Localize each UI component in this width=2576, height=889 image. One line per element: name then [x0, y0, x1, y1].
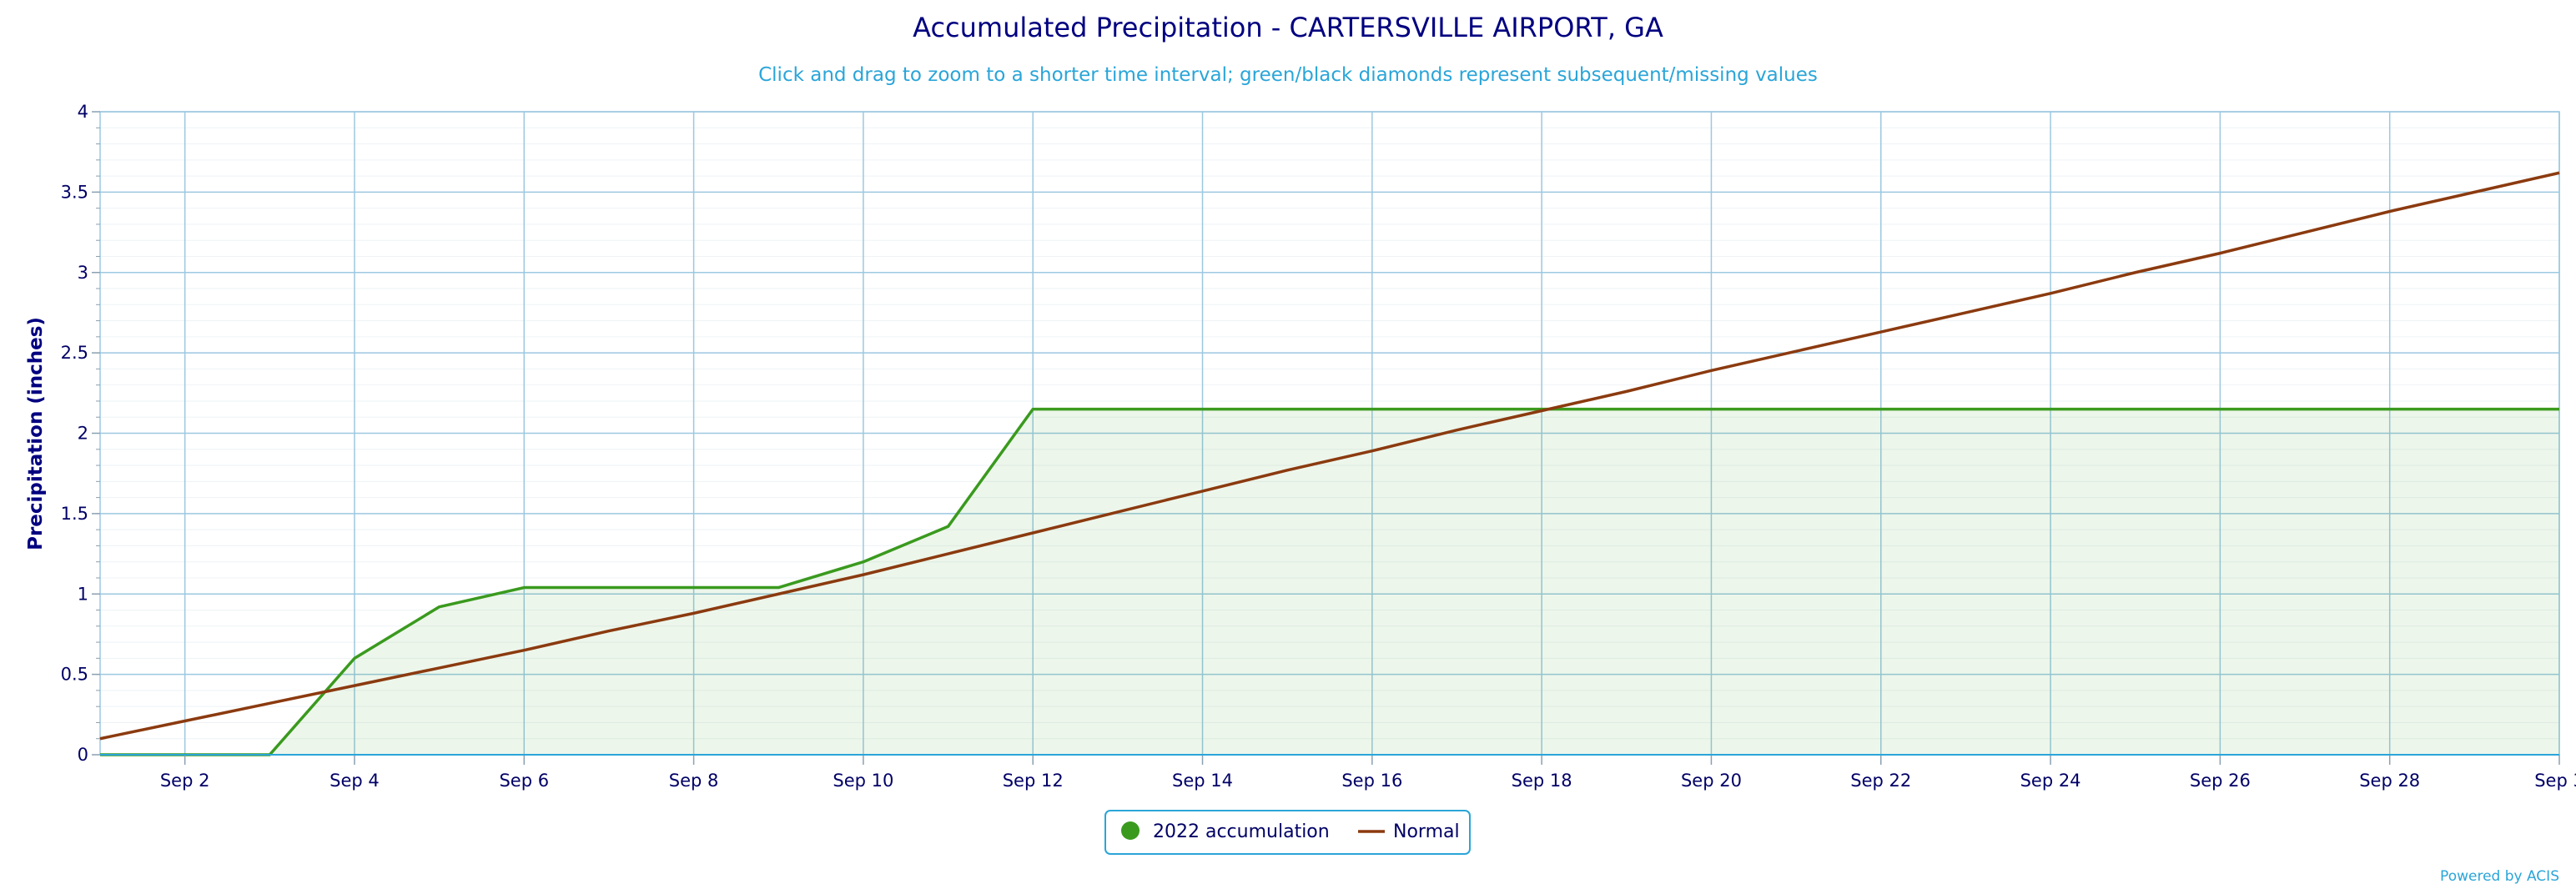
data-point-normal[interactable]: [1623, 387, 1631, 395]
x-tick-label: Sep 16: [1341, 771, 1402, 791]
data-point-2022-accumulation[interactable]: [1961, 405, 1970, 414]
data-point-2022-accumulation[interactable]: [520, 584, 528, 592]
x-tick-label: Sep 10: [833, 771, 893, 791]
data-point-2022-accumulation[interactable]: [1623, 405, 1631, 414]
chart-title: Accumulated Precipitation - CARTERSVILLE…: [913, 12, 1663, 43]
data-point-normal[interactable]: [1877, 328, 1885, 336]
x-tick-label: Sep 4: [330, 771, 380, 791]
data-point-normal[interactable]: [690, 609, 698, 617]
y-tick-label: 1.5: [61, 504, 88, 524]
y-tick-label: 1: [78, 584, 88, 604]
data-point-normal[interactable]: [2216, 249, 2224, 258]
data-point-normal[interactable]: [1368, 447, 1376, 455]
legend-box: [1104, 810, 1471, 855]
x-tick-label: Sep 2: [160, 771, 210, 791]
legend-label-2022-accumulation: 2022 accumulation: [1153, 821, 1330, 842]
y-tick-label: 3: [78, 263, 88, 283]
x-tick-label: Sep 26: [2190, 771, 2251, 791]
data-point-normal[interactable]: [1537, 407, 1546, 415]
data-point-normal[interactable]: [1199, 487, 1207, 495]
data-point-2022-accumulation[interactable]: [1029, 405, 1037, 414]
data-point-normal[interactable]: [1283, 466, 1291, 475]
data-point-2022-accumulation[interactable]: [1283, 405, 1291, 414]
data-point-normal[interactable]: [2301, 229, 2309, 237]
chart-subtitle: Click and drag to zoom to a shorter time…: [758, 64, 1818, 86]
data-point-2022-accumulation[interactable]: [2046, 405, 2055, 414]
data-point-2022-accumulation[interactable]: [2131, 405, 2140, 414]
data-point-normal[interactable]: [774, 590, 782, 598]
data-point-2022-accumulation[interactable]: [1114, 405, 1122, 414]
data-point-normal[interactable]: [2555, 168, 2563, 177]
y-tick-label: 3.5: [61, 182, 88, 202]
data-point-normal[interactable]: [2386, 208, 2394, 216]
x-tick-label: Sep 12: [1003, 771, 1064, 791]
data-point-2022-accumulation[interactable]: [1792, 405, 1800, 414]
x-tick-label: Sep 20: [1681, 771, 1742, 791]
data-point-normal[interactable]: [181, 717, 189, 726]
y-tick-label: 2: [78, 424, 88, 444]
data-point-2022-accumulation[interactable]: [435, 603, 444, 611]
data-point-normal[interactable]: [605, 627, 613, 635]
data-point-normal[interactable]: [1452, 426, 1461, 434]
data-point-normal[interactable]: [859, 570, 868, 579]
legend-item-2022-accumulation[interactable]: 2022 accumulation: [1121, 821, 1330, 842]
legend-label-normal: Normal: [1393, 821, 1460, 842]
data-point-normal[interactable]: [520, 646, 528, 655]
data-point-normal[interactable]: [265, 699, 274, 707]
data-point-2022-accumulation[interactable]: [944, 522, 953, 530]
x-tick-label: Sep 6: [499, 771, 549, 791]
data-point-2022-accumulation[interactable]: [690, 584, 698, 592]
data-point-2022-accumulation[interactable]: [2216, 405, 2224, 414]
data-point-2022-accumulation[interactable]: [350, 654, 359, 662]
data-point-2022-accumulation[interactable]: [2555, 405, 2563, 414]
data-point-normal[interactable]: [1114, 508, 1122, 516]
credit-link[interactable]: Powered by ACIS: [2440, 868, 2559, 885]
data-point-2022-accumulation[interactable]: [2470, 405, 2478, 414]
data-point-normal[interactable]: [2470, 188, 2478, 196]
x-axis: Sep 2 Sep 4 Sep 6 Sep 8 Sep 10 Sep 12 Sep 14 Se…: [100, 754, 2576, 791]
data-point-2022-accumulation[interactable]: [1199, 405, 1207, 414]
data-point-normal[interactable]: [944, 550, 953, 558]
y-tick-label: 0.5: [61, 665, 88, 685]
data-point-normal[interactable]: [350, 681, 359, 690]
data-point-2022-accumulation[interactable]: [1707, 405, 1715, 414]
legend[interactable]: 2022 accumulation Normal: [1104, 810, 1471, 855]
data-point-2022-accumulation[interactable]: [1452, 405, 1461, 414]
data-point-normal[interactable]: [1792, 347, 1800, 355]
x-tick-label: Sep 14: [1172, 771, 1233, 791]
data-point-2022-accumulation[interactable]: [605, 584, 613, 592]
y-tick-label: 0: [78, 745, 88, 765]
x-tick-label: Sep 8: [669, 771, 719, 791]
data-point-2022-accumulation[interactable]: [2386, 405, 2394, 414]
legend-item-normal[interactable]: Normal: [1358, 821, 1460, 842]
series-line-normal[interactable]: [99, 171, 2560, 741]
series-line-2022-accumulation[interactable]: [100, 407, 2559, 756]
data-point-normal[interactable]: [1707, 366, 1715, 374]
data-point-2022-accumulation[interactable]: [2301, 405, 2309, 414]
y-tick-label: 2.5: [61, 343, 88, 363]
data-point-normal[interactable]: [435, 664, 444, 672]
y-tick-label: 4: [78, 102, 88, 122]
x-tick-label: Sep 18: [1512, 771, 1572, 791]
y-axis-label: Precipitation (inches): [25, 317, 47, 550]
data-point-normal[interactable]: [1961, 309, 1970, 317]
data-point-normal[interactable]: [1029, 529, 1037, 537]
x-tick-label: Sep 28: [2359, 771, 2420, 791]
data-point-normal[interactable]: [2131, 269, 2140, 277]
y-axis: 0 0.5 1 1.5 2 2.5 3 3.5 4: [61, 102, 100, 765]
x-tick-label: Sep 22: [1850, 771, 1911, 791]
area-layer: [100, 409, 2559, 755]
legend-marker-2022-accumulation: [1121, 821, 1140, 840]
x-tick-label: Sep 24: [2020, 771, 2081, 791]
data-point-2022-accumulation[interactable]: [1877, 405, 1885, 414]
series-area-2022-accumulation: [100, 409, 2559, 755]
series-layer: [99, 168, 2563, 756]
data-point-2022-accumulation[interactable]: [1368, 405, 1376, 414]
data-point-2022-accumulation[interactable]: [859, 558, 868, 566]
x-tick-label: Sep 3: [2534, 771, 2576, 791]
data-point-normal[interactable]: [2046, 289, 2055, 298]
